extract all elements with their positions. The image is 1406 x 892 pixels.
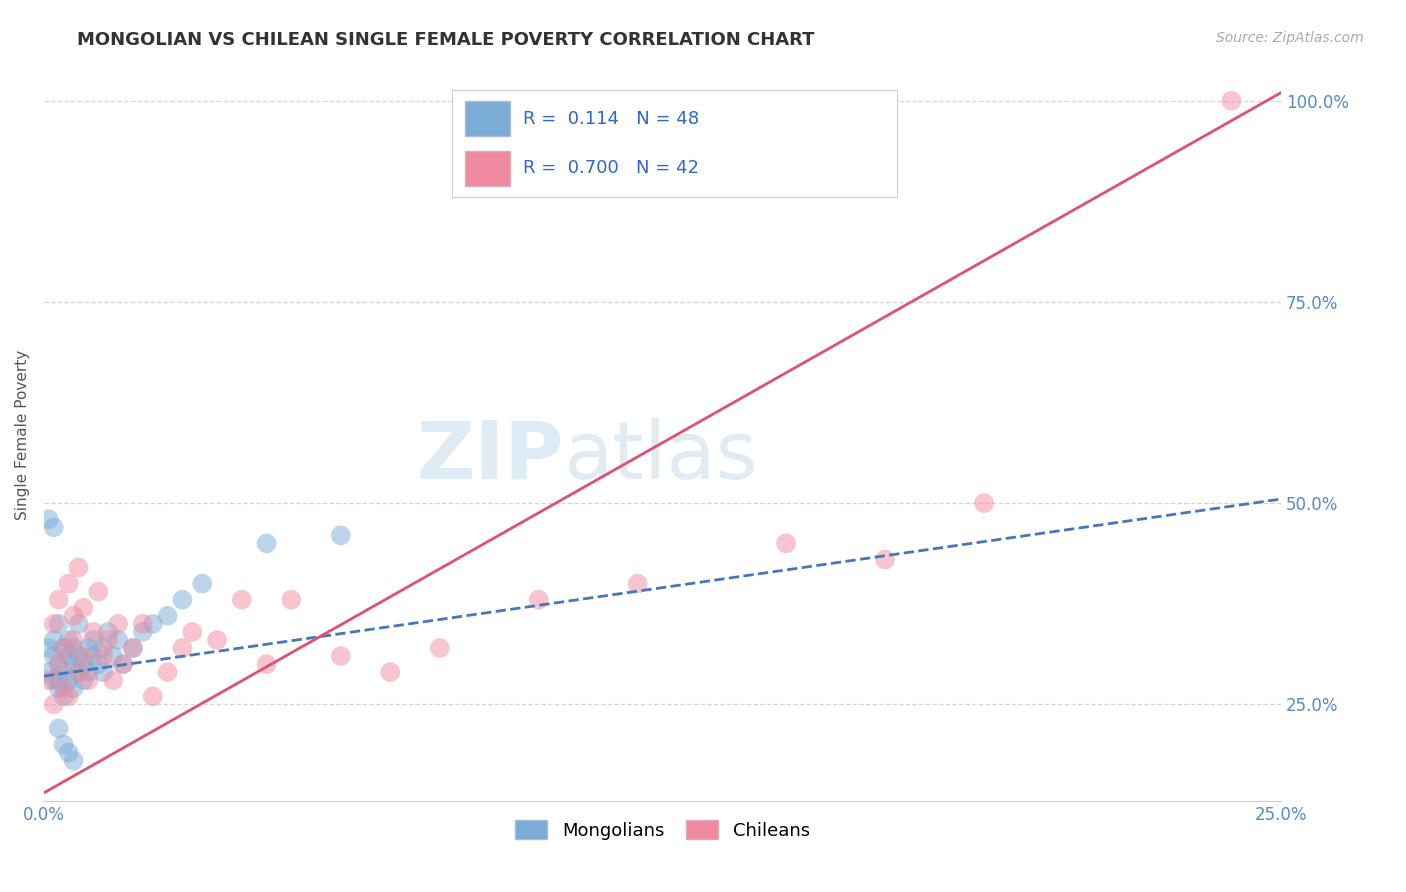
Point bbox=[231, 592, 253, 607]
Point bbox=[1220, 94, 1243, 108]
Point bbox=[67, 648, 90, 663]
Point bbox=[112, 657, 135, 671]
Point bbox=[67, 665, 90, 679]
Point bbox=[52, 640, 75, 655]
Point bbox=[67, 665, 90, 679]
Point bbox=[429, 640, 451, 655]
Point bbox=[52, 665, 75, 679]
Point bbox=[48, 592, 70, 607]
Point bbox=[48, 657, 70, 671]
Point bbox=[101, 648, 124, 663]
Point bbox=[82, 624, 104, 639]
Point bbox=[62, 681, 84, 696]
Point bbox=[38, 512, 60, 526]
Point bbox=[91, 640, 114, 655]
Point bbox=[107, 632, 129, 647]
Point bbox=[172, 592, 194, 607]
Point bbox=[58, 673, 80, 688]
Point bbox=[122, 640, 145, 655]
Point bbox=[62, 657, 84, 671]
Point bbox=[775, 536, 797, 550]
Point bbox=[973, 496, 995, 510]
Point bbox=[72, 600, 94, 615]
Point bbox=[156, 665, 179, 679]
Point bbox=[62, 632, 84, 647]
Point bbox=[82, 648, 104, 663]
Point bbox=[380, 665, 402, 679]
Point bbox=[280, 592, 302, 607]
Point bbox=[91, 648, 114, 663]
Point bbox=[42, 632, 65, 647]
Point bbox=[172, 640, 194, 655]
Point bbox=[42, 698, 65, 712]
Point bbox=[181, 624, 204, 639]
Point bbox=[38, 665, 60, 679]
Point bbox=[205, 632, 228, 647]
Point bbox=[122, 640, 145, 655]
Point bbox=[72, 648, 94, 663]
Point bbox=[875, 552, 897, 566]
Point bbox=[132, 624, 155, 639]
Point bbox=[58, 576, 80, 591]
Point bbox=[101, 673, 124, 688]
Point bbox=[527, 592, 550, 607]
Point bbox=[62, 608, 84, 623]
Point bbox=[77, 640, 100, 655]
Text: atlas: atlas bbox=[564, 417, 758, 496]
Point bbox=[67, 616, 90, 631]
Point bbox=[77, 673, 100, 688]
Point bbox=[62, 754, 84, 768]
Point bbox=[77, 665, 100, 679]
Legend: Mongolians, Chileans: Mongolians, Chileans bbox=[501, 805, 824, 855]
Y-axis label: Single Female Poverty: Single Female Poverty bbox=[15, 350, 30, 520]
Point bbox=[97, 632, 120, 647]
Point bbox=[52, 738, 75, 752]
Point bbox=[329, 528, 352, 542]
Point bbox=[42, 648, 65, 663]
Point bbox=[52, 640, 75, 655]
Point bbox=[48, 616, 70, 631]
Point bbox=[107, 616, 129, 631]
Point bbox=[72, 657, 94, 671]
Point bbox=[38, 673, 60, 688]
Point bbox=[42, 673, 65, 688]
Text: MONGOLIAN VS CHILEAN SINGLE FEMALE POVERTY CORRELATION CHART: MONGOLIAN VS CHILEAN SINGLE FEMALE POVER… bbox=[77, 31, 815, 49]
Point bbox=[142, 616, 165, 631]
Point bbox=[156, 608, 179, 623]
Point bbox=[58, 690, 80, 704]
Point bbox=[42, 616, 65, 631]
Point bbox=[52, 681, 75, 696]
Point bbox=[52, 690, 75, 704]
Point bbox=[42, 520, 65, 534]
Point bbox=[48, 673, 70, 688]
Point bbox=[256, 657, 278, 671]
Point bbox=[48, 722, 70, 736]
Point bbox=[256, 536, 278, 550]
Point bbox=[58, 746, 80, 760]
Text: ZIP: ZIP bbox=[416, 417, 564, 496]
Point bbox=[48, 681, 70, 696]
Point bbox=[58, 648, 80, 663]
Point bbox=[97, 624, 120, 639]
Point bbox=[142, 690, 165, 704]
Point bbox=[112, 657, 135, 671]
Point bbox=[191, 576, 214, 591]
Point bbox=[82, 632, 104, 647]
Point bbox=[329, 648, 352, 663]
Text: Source: ZipAtlas.com: Source: ZipAtlas.com bbox=[1216, 31, 1364, 45]
Point bbox=[87, 584, 110, 599]
Point bbox=[48, 657, 70, 671]
Point bbox=[132, 616, 155, 631]
Point bbox=[58, 632, 80, 647]
Point bbox=[87, 657, 110, 671]
Point bbox=[91, 665, 114, 679]
Point bbox=[72, 673, 94, 688]
Point bbox=[38, 640, 60, 655]
Point bbox=[62, 640, 84, 655]
Point bbox=[67, 560, 90, 574]
Point bbox=[627, 576, 650, 591]
